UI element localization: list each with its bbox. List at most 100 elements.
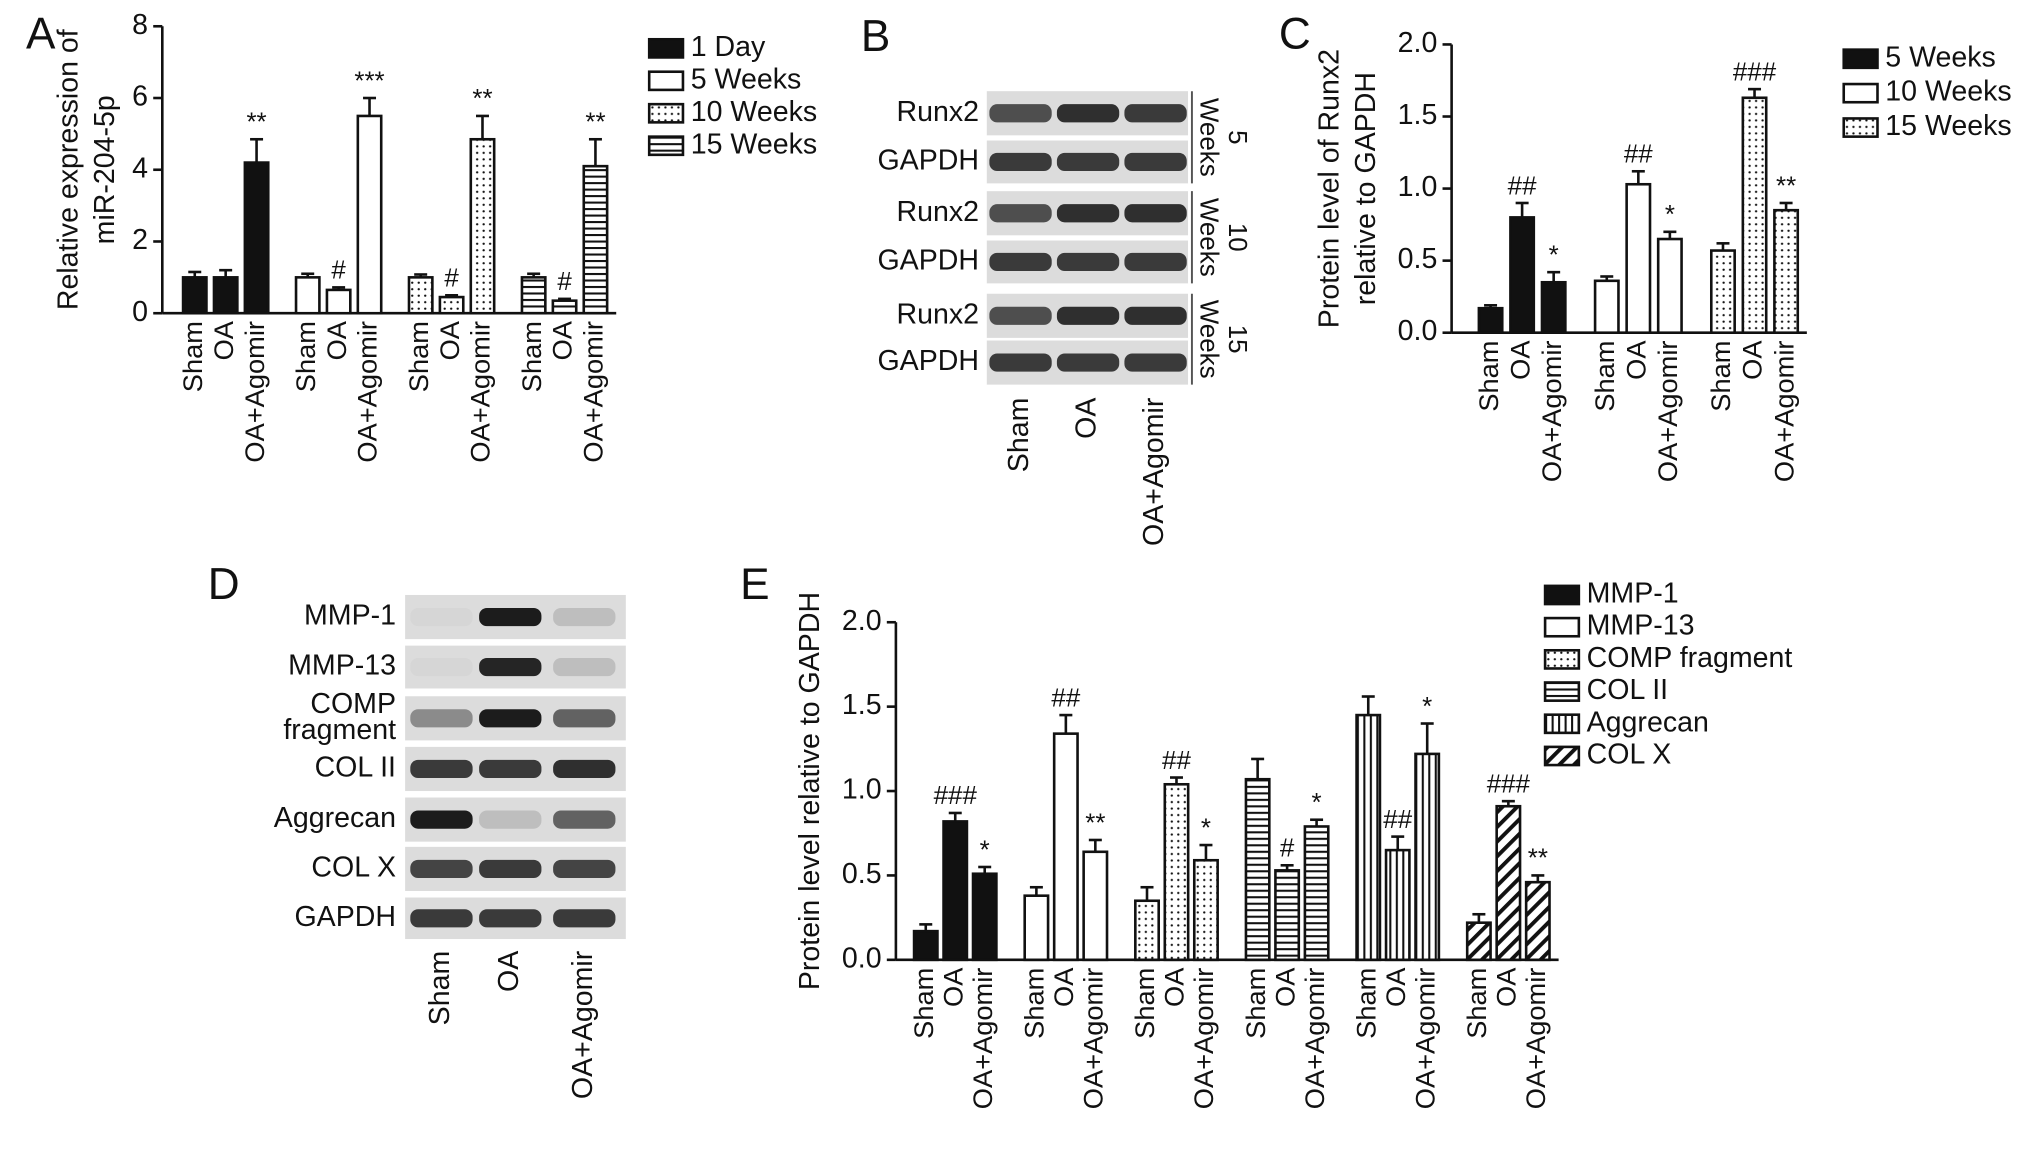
significance-label: ### bbox=[1733, 56, 1777, 86]
legend-swatch bbox=[647, 135, 685, 157]
row-label: COMP bbox=[310, 688, 396, 720]
bar bbox=[325, 288, 352, 315]
x-tick-label: Sham bbox=[1461, 968, 1492, 1039]
x-tick-label: Sham bbox=[403, 321, 434, 392]
x-tick-label: Sham bbox=[1240, 968, 1271, 1039]
lane-label: OA+Agomir bbox=[567, 950, 599, 1099]
row-label: fragment bbox=[283, 714, 396, 746]
section-label: Weeks bbox=[1195, 198, 1225, 277]
bar bbox=[1540, 280, 1567, 334]
blot-band bbox=[479, 810, 542, 829]
legend-label: MMP-1 bbox=[1587, 578, 1679, 610]
x-tick-label: OA bbox=[547, 320, 578, 360]
lane-label: OA bbox=[1071, 398, 1103, 439]
significance-label: ## bbox=[1383, 804, 1412, 834]
lane-label: OA+Agomir bbox=[1138, 397, 1170, 546]
bar bbox=[942, 820, 969, 962]
y-tick-label: 0.5 bbox=[1398, 243, 1438, 275]
x-tick-label: OA+Agomir bbox=[465, 321, 496, 463]
x-tick-label: OA+Agomir bbox=[1652, 340, 1683, 482]
blot-band bbox=[553, 709, 616, 728]
bar bbox=[1134, 899, 1160, 962]
legend-swatch bbox=[647, 102, 685, 124]
legend-label: 5 Weeks bbox=[1885, 41, 1996, 73]
row-label: COL X bbox=[311, 851, 396, 883]
legend-swatch bbox=[1543, 745, 1581, 767]
legend-swatch bbox=[1543, 713, 1581, 735]
x-tick-label: OA bbox=[208, 320, 239, 360]
significance-label: ** bbox=[1085, 807, 1105, 837]
blot-band bbox=[410, 608, 472, 626]
panel-label: B bbox=[861, 12, 890, 61]
blot-band bbox=[989, 306, 1052, 325]
blot-band bbox=[410, 759, 473, 779]
blot-band bbox=[479, 759, 542, 779]
blot-band bbox=[553, 859, 616, 879]
bar bbox=[181, 276, 208, 315]
row-label: Aggrecan bbox=[274, 802, 396, 834]
section-label: 10 bbox=[1223, 223, 1253, 252]
legend-label: COL II bbox=[1587, 674, 1668, 706]
bar bbox=[1082, 850, 1109, 962]
blot-band bbox=[1124, 353, 1187, 372]
x-tick-label: OA+Agomir bbox=[1768, 340, 1799, 482]
blot-band bbox=[1124, 204, 1187, 223]
x-tick-label: OA+Agomir bbox=[1536, 340, 1567, 482]
bar bbox=[1593, 279, 1620, 334]
row-label: Runx2 bbox=[896, 196, 979, 228]
significance-label: # bbox=[1280, 833, 1295, 863]
x-tick-label: Sham bbox=[1129, 968, 1160, 1039]
significance-label: ### bbox=[934, 780, 978, 810]
x-tick-label: Sham bbox=[1705, 340, 1736, 411]
blot-band bbox=[410, 810, 473, 829]
x-tick-label: OA+Agomir bbox=[578, 321, 609, 463]
significance-label: ## bbox=[1051, 682, 1080, 712]
x-tick-label: OA+Agomir bbox=[352, 321, 383, 463]
blot-band bbox=[989, 152, 1052, 172]
bar bbox=[1524, 880, 1551, 962]
x-tick-label: Sham bbox=[290, 321, 321, 392]
significance-label: ** bbox=[1528, 843, 1548, 873]
blot-band bbox=[553, 607, 616, 627]
blot-band bbox=[1124, 104, 1187, 123]
y-tick-label: 1.5 bbox=[842, 689, 882, 721]
significance-label: ** bbox=[1776, 170, 1796, 200]
x-tick-label: OA bbox=[1380, 967, 1411, 1007]
row-label: GAPDH bbox=[294, 901, 396, 933]
blot-band bbox=[989, 104, 1052, 123]
legend-swatch bbox=[1842, 117, 1879, 138]
row-label: Runx2 bbox=[896, 96, 979, 128]
panel-label: A bbox=[26, 9, 56, 58]
significance-label: * bbox=[1422, 691, 1432, 721]
x-tick-label: OA+Agomir bbox=[1409, 968, 1440, 1110]
bar bbox=[1274, 869, 1301, 962]
x-tick-label: OA+Agomir bbox=[1299, 968, 1330, 1110]
x-tick-label: Sham bbox=[1019, 968, 1050, 1039]
y-axis-label: Relative expression of bbox=[53, 29, 85, 310]
bar bbox=[520, 276, 547, 315]
y-tick-label: 0.0 bbox=[1398, 315, 1438, 347]
y-tick-label: 1.5 bbox=[1398, 99, 1438, 131]
legend-swatch bbox=[1842, 82, 1879, 104]
blot-band bbox=[410, 859, 473, 879]
bar bbox=[1773, 208, 1800, 334]
bar bbox=[1741, 96, 1768, 334]
y-tick-label: 2 bbox=[132, 224, 148, 256]
y-tick-label: 0 bbox=[132, 296, 148, 328]
blot-band bbox=[553, 759, 616, 779]
row-label: Runx2 bbox=[896, 298, 979, 330]
row-label: MMP-13 bbox=[288, 650, 396, 682]
significance-label: ## bbox=[1624, 139, 1653, 169]
bar bbox=[1384, 848, 1411, 962]
row-label: GAPDH bbox=[877, 345, 979, 377]
significance-label: ** bbox=[585, 107, 605, 137]
x-tick-label: OA bbox=[1737, 340, 1768, 380]
bar bbox=[971, 872, 998, 962]
significance-label: ## bbox=[1162, 745, 1191, 775]
significance-label: * bbox=[1312, 787, 1322, 817]
row-label: GAPDH bbox=[877, 244, 979, 276]
bar bbox=[912, 929, 939, 962]
legend-swatch bbox=[647, 37, 685, 59]
blot-band bbox=[989, 204, 1052, 223]
